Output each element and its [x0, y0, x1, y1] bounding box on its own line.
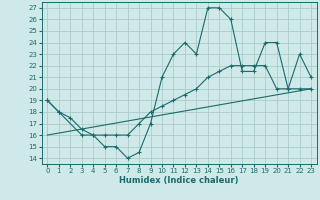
X-axis label: Humidex (Indice chaleur): Humidex (Indice chaleur) [119, 176, 239, 185]
